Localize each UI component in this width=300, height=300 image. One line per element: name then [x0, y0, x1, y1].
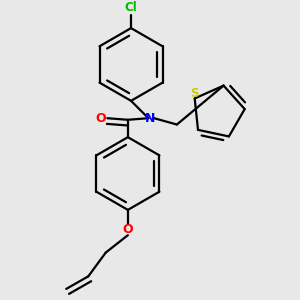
Text: O: O: [123, 223, 133, 236]
Text: N: N: [145, 112, 155, 125]
Text: S: S: [190, 87, 199, 100]
Text: O: O: [95, 112, 106, 125]
Text: Cl: Cl: [125, 1, 137, 14]
